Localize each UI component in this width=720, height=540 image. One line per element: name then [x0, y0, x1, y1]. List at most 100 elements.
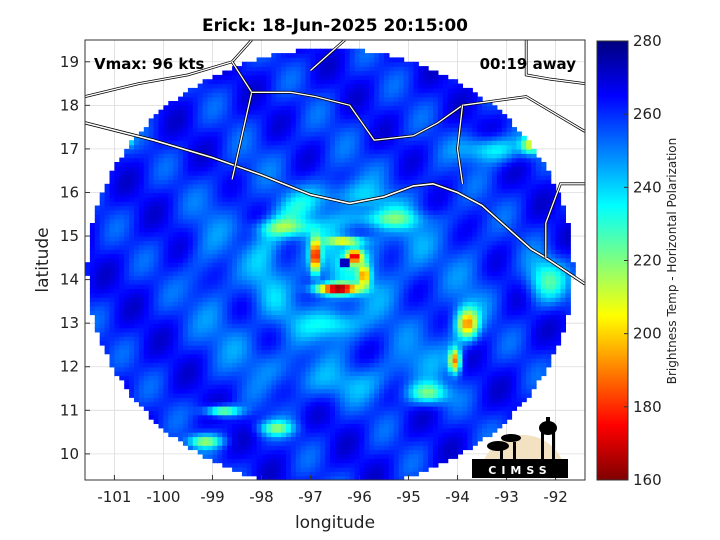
swath-cell — [256, 214, 263, 220]
swath-cell — [369, 392, 375, 398]
swath-cell — [104, 305, 111, 311]
swath-cell — [344, 157, 351, 163]
swath-cell — [344, 122, 351, 128]
swath-cell — [374, 397, 380, 403]
swath-cell — [379, 270, 385, 276]
swath-cell — [325, 227, 331, 233]
swath-cell — [266, 249, 272, 255]
swath-cell — [374, 353, 380, 359]
swath-cell — [295, 205, 302, 211]
swath-cell — [232, 223, 238, 228]
swath-cell — [222, 358, 228, 363]
swath-cell — [349, 375, 356, 381]
swath-cell — [276, 244, 282, 250]
swath-cell — [290, 375, 297, 381]
swath-cell — [241, 87, 248, 93]
swath-cell — [295, 427, 302, 433]
swath-cell — [359, 423, 365, 429]
swath-cell — [344, 118, 351, 124]
swath-cell — [330, 270, 336, 276]
swath-cell — [207, 196, 213, 202]
swath-cell — [173, 196, 179, 202]
swath-cell — [271, 166, 277, 172]
swath-cell — [134, 223, 140, 228]
swath-cell — [197, 427, 204, 433]
swath-cell — [256, 236, 263, 241]
swath-cell — [335, 105, 341, 111]
swath-cell — [109, 188, 115, 194]
swath-cell — [114, 192, 120, 198]
swath-cell — [158, 249, 164, 255]
swath-cell — [359, 148, 365, 154]
swath-cell — [325, 209, 331, 215]
swath-cell — [227, 336, 233, 342]
swath-cell — [266, 253, 272, 259]
swath-cell — [286, 445, 292, 451]
swath-cell — [241, 401, 248, 407]
swath-cell — [207, 122, 213, 128]
swath-cell — [300, 410, 307, 416]
swath-cell — [202, 297, 209, 302]
swath-cell — [261, 388, 267, 394]
swath-cell — [212, 236, 218, 241]
swath-cell — [124, 196, 130, 202]
swath-cell — [227, 231, 233, 237]
swath-cell — [202, 327, 209, 333]
swath-cell — [129, 336, 135, 342]
swath-cell — [222, 462, 228, 468]
swath-cell — [335, 284, 341, 289]
swath-cell — [271, 466, 277, 472]
swath-cell — [281, 427, 287, 433]
swath-cell — [153, 236, 160, 241]
swath-cell — [374, 53, 380, 59]
swath-cell — [290, 323, 297, 329]
swath-cell — [232, 157, 238, 163]
swath-cell — [320, 249, 326, 255]
swath-cell — [197, 166, 204, 172]
swath-cell — [207, 105, 213, 111]
swath-cell — [290, 122, 297, 128]
swath-cell — [290, 397, 297, 403]
swath-cell — [237, 388, 243, 394]
swath-cell — [305, 79, 312, 85]
swath-cell — [183, 214, 189, 220]
swath-cell — [290, 436, 297, 442]
swath-cell — [217, 144, 223, 150]
swath-cell — [227, 423, 233, 429]
swath-cell — [286, 70, 292, 76]
swath-cell — [256, 323, 263, 329]
swath-cell — [183, 275, 189, 281]
swath-cell — [286, 196, 292, 202]
swath-cell — [364, 148, 370, 154]
swath-cell — [183, 148, 189, 154]
swath-cell — [99, 297, 106, 302]
swath-cell — [276, 218, 282, 224]
swath-cell — [168, 279, 174, 285]
swath-cell — [339, 57, 346, 63]
swath-cell — [232, 127, 238, 133]
swath-cell — [286, 366, 292, 372]
swath-cell — [129, 323, 135, 329]
swath-cell — [241, 179, 248, 185]
swath-cell — [237, 244, 243, 250]
swath-cell — [364, 61, 370, 67]
swath-cell — [153, 140, 160, 146]
swath-cell — [364, 305, 370, 311]
swath-cell — [153, 262, 160, 268]
swath-cell — [369, 297, 375, 302]
swath-cell — [369, 148, 375, 154]
swath-cell — [295, 114, 302, 120]
swath-cell — [251, 466, 258, 472]
swath-cell — [374, 292, 380, 298]
swath-cell — [168, 405, 174, 411]
swath-cell — [114, 209, 120, 215]
swath-cell — [202, 157, 209, 163]
swath-cell — [237, 436, 243, 442]
swath-cell — [148, 336, 155, 342]
swath-cell — [310, 262, 316, 268]
swath-cell — [266, 284, 272, 289]
swath-cell — [339, 74, 346, 80]
swath-cell — [197, 148, 204, 154]
swath-cell — [315, 371, 321, 377]
swath-cell — [227, 179, 233, 185]
